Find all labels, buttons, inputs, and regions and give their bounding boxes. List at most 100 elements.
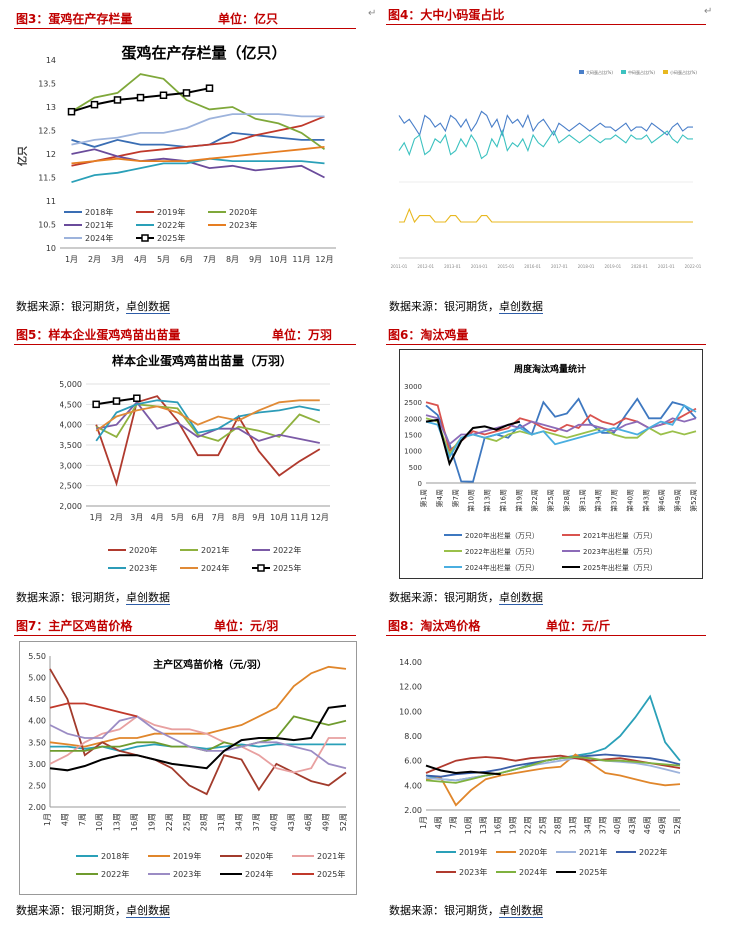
legend-label: 2025年 [273,563,301,573]
series-line-2021年 [425,757,681,782]
y-tick-label: 3.50 [28,738,46,747]
fig8-rule [386,635,706,636]
y-tick-label: 2000 [404,415,422,423]
x-tick-label: 28周 [200,813,209,831]
y-tick-label: 2.50 [28,781,46,790]
x-tick-label: 34周 [235,813,244,831]
x-tick-label: 第49周 [673,489,682,512]
x-tick-label: 第46周 [657,489,666,512]
x-tick-label: 22周 [165,813,174,831]
source-text: 数据来源：银河期货， [389,591,499,604]
chart-title: 周度淘汰鸡量统计 [514,363,586,375]
series-line-大码蛋占比(%) [398,110,693,137]
legend-label: 2018年 [101,851,129,861]
x-tick-label: 1月 [90,513,103,522]
y-tick-label: 10.00 [399,707,422,716]
fig8-chart: 2.00 4.00 6.00 8.00 10.00 12.00 14.00 1月 4周 7周 10周… [390,642,702,892]
x-tick-label: 49周 [658,816,667,834]
x-tick-label: 19周 [147,813,156,831]
fig4-title: 图4：大中小码蛋占比 [388,8,505,22]
source-link[interactable]: 卓创数据 [126,300,170,314]
legend-label: 2025年 [317,869,345,879]
legend-label: 2023年 [129,563,157,573]
x-tick-label: 40周 [613,816,622,834]
y-tick-label: 11.5 [38,174,56,183]
x-tick-label: 49周 [322,813,331,831]
y-tick-label: 11 [46,197,56,206]
legend-label: 2023年 [459,867,487,877]
legend-label: 2024年 [245,869,273,879]
x-tick-label: 34周 [583,816,592,834]
x-tick-label: 16周 [494,816,503,834]
legend-label: 2022年 [273,545,301,555]
legend-label: 2021年 [317,851,345,861]
x-tick-label: 1月 [419,816,428,829]
fig5-unit: 单位：万羽 [272,328,333,342]
legend-label: 2022年 [639,847,667,857]
x-tick-label: 7月 [212,513,225,522]
series-line-2023年 [95,399,320,442]
x-tick-label: 2022-01 [685,264,702,269]
series-line-2021年 [49,715,346,774]
x-tick-label: 8月 [232,513,245,522]
legend-label: 2020年出栏量（万只） [465,531,539,540]
y-tick-label: 3,500 [60,441,82,450]
source-link[interactable]: 卓创数据 [126,591,170,605]
legend-label: 2019年 [173,851,201,861]
x-tick-label: 第40周 [625,489,634,512]
legend-label: 2019年 [459,847,487,857]
source-link[interactable]: 卓创数据 [499,591,543,605]
x-tick-label: 13周 [113,813,122,831]
x-tick-label: 4周 [434,816,443,829]
y-tick-label: 13 [46,103,56,112]
source-link[interactable]: 卓创数据 [499,300,543,314]
x-tick-label: 第52周 [689,489,698,512]
series-line-小码蛋占比(%) [399,207,693,224]
x-tick-label: 9月 [252,513,265,522]
legend-swatch [579,70,584,74]
legend-label: 2020年 [229,207,257,217]
x-tick-label: 2015-01 [498,264,515,269]
x-tick-label: 12月 [311,513,329,522]
y-tick-label: 13.5 [38,80,56,89]
fig8-source: 数据来源：银河期货，卓创数据 [389,902,543,918]
x-tick-label: 10月 [269,255,287,264]
y-tick-label: 2.00 [28,803,46,812]
series-line-2021年 [95,403,321,442]
series-line-2021年 [71,148,325,179]
series-line-2024年 [49,704,347,772]
source-link[interactable]: 卓创数据 [499,904,543,918]
y-tick-label: 3.00 [28,760,46,769]
x-tick-label: 11月 [292,255,310,264]
y-tick-label: 12 [46,150,56,159]
legend-label: 2025年出栏量（万只） [583,563,657,572]
series-line-2019年 [71,115,325,167]
x-tick-label: 37周 [598,816,607,834]
fig7-rule [14,635,356,636]
fig4-source: 数据来源：银河期货，卓创数据 [389,298,543,314]
y-axis-label: 亿只 [16,146,29,166]
x-tick-label: 8月 [226,255,239,264]
data-point [159,91,168,99]
x-tick-label: 12月 [315,255,333,264]
y-tick-label: 2.00 [404,806,422,815]
series-line-2020年 [71,73,326,151]
fig7-unit: 单位：元/羽 [214,619,279,633]
source-link[interactable]: 卓创数据 [126,904,170,918]
legend-swatch [621,70,626,74]
x-tick-label: 22周 [524,816,533,834]
fig4-rule [386,24,706,25]
fig7-source: 数据来源：银河期货，卓创数据 [16,902,170,918]
y-tick-label: 2500 [404,399,422,407]
series-line-2023年 [71,146,325,165]
x-tick-label: 6月 [180,255,193,264]
legend-label: 2022年出栏量（万只） [465,547,539,556]
x-tick-label: 7周 [78,813,87,826]
fig3-rule [14,28,356,29]
series-line-2025年出栏量（万只） [425,418,521,467]
fig6-source: 数据来源：银河期货，卓创数据 [389,589,543,605]
x-tick-label: 第10周 [467,489,476,512]
series-line-2018年 [71,131,325,148]
series-line-2020年 [425,753,681,807]
legend-label: 2024年 [201,563,229,573]
